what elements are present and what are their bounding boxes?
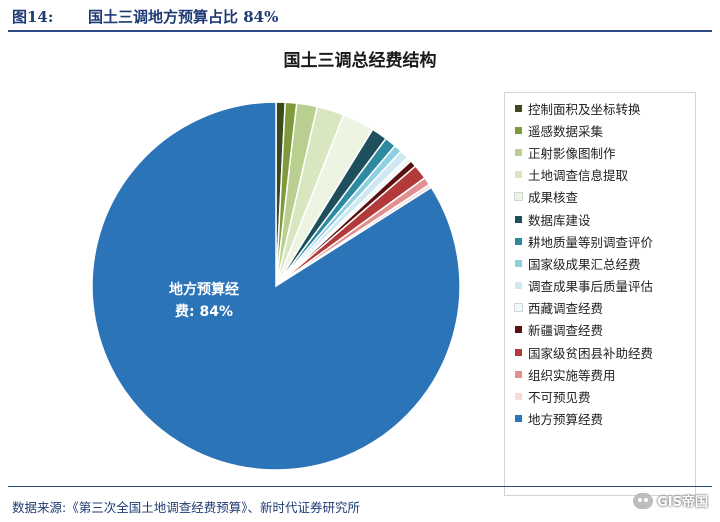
legend-item: 西藏调查经费: [505, 297, 695, 319]
legend-swatch: [515, 126, 522, 134]
legend-label: 控制面积及坐标转换: [528, 101, 641, 117]
pie-chart: 地方预算经费: 84%: [91, 101, 461, 471]
legend-item: 国家级成果汇总经费: [505, 252, 695, 274]
legend-item: 新疆调查经费: [505, 319, 695, 341]
legend-item: 数据库建设: [505, 208, 695, 230]
legend-item: 正射影像图制作: [505, 141, 695, 163]
legend-item: 遥感数据采集: [505, 119, 695, 141]
watermark-text: GIS帝国: [657, 495, 708, 510]
legend-swatch: [515, 215, 522, 223]
watermark: GIS帝国: [633, 491, 708, 510]
legend-label: 土地调查信息提取: [528, 168, 629, 184]
legend-label: 国家级贫困县补助经费: [528, 345, 654, 361]
legend-swatch: [515, 370, 522, 378]
legend-swatch: [515, 237, 522, 245]
legend-swatch: [514, 303, 523, 313]
chart-legend: 控制面积及坐标转换 遥感数据采集 正射影像图制作 土地调查信息提取 成果核查数据库建设耕…: [504, 92, 696, 496]
legend-swatch: [515, 348, 522, 356]
legend-swatch: [515, 282, 522, 290]
legend-label: 调查成果事后质量评估: [528, 279, 654, 295]
legend-item: 调查成果事后质量评估: [505, 275, 695, 297]
legend-label: 西藏调查经费: [528, 301, 604, 317]
legend-item: 国家级贫困县补助经费: [505, 341, 695, 363]
legend-label: 遥感数据采集: [528, 123, 604, 139]
legend-label: 组织实施等费用: [528, 367, 616, 383]
legend-item: 不可预见费: [505, 385, 695, 407]
legend-label: 耕地质量等别调查评价: [528, 234, 654, 250]
legend-item: 组织实施等费用: [505, 363, 695, 385]
legend-label: 正射影像图制作: [528, 145, 616, 161]
pie-slice-15: [91, 101, 461, 471]
slice-data-label-line-1: 地方预算经: [169, 281, 239, 298]
figure-number: 图14:: [12, 8, 54, 26]
legend-item: 控制面积及坐标转换: [505, 97, 695, 119]
legend-swatch: [515, 148, 522, 156]
chart-title: 国土三调总经费结构: [283, 51, 437, 71]
wechat-icon: [633, 492, 654, 509]
slice-data-label-line-2: 费: 84%: [175, 303, 233, 320]
legend-item: 成果核查: [505, 186, 695, 208]
legend-swatch: [514, 192, 523, 202]
legend-item: 地方预算经费: [505, 408, 695, 430]
source-note: 数据来源:《第三次全国土地调查经费预算》、新时代证券研究所: [12, 500, 360, 515]
legend-item: 土地调查信息提取: [505, 164, 695, 186]
chart-area: 地方预算经费: 84% 国土三调总经费结构 控制面积及坐标转换 遥感数据采集 正射影…: [8, 34, 712, 496]
legend-label: 国家级成果汇总经费: [528, 256, 641, 272]
legend-swatch: [515, 326, 522, 334]
figure-header: 图14: 国土三调地方预算占比 84%: [8, 2, 712, 32]
legend-label: 成果核查: [528, 190, 579, 206]
figure-footer: 数据来源:《第三次全国土地调查经费预算》、新时代证券研究所 GIS帝国: [8, 486, 712, 521]
legend-swatch: [515, 259, 522, 267]
figure-title: 国土三调地方预算占比 84%: [88, 8, 279, 26]
legend-label: 新疆调查经费: [528, 323, 604, 339]
legend-label: 不可预见费: [528, 390, 591, 406]
legend-swatch: [515, 171, 522, 179]
legend-label: 数据库建设: [528, 212, 591, 228]
legend-swatch: [515, 415, 522, 423]
legend-swatch: [515, 104, 522, 112]
legend-item: 耕地质量等别调查评价: [505, 230, 695, 252]
legend-label: 地方预算经费: [528, 412, 604, 428]
legend-swatch: [515, 393, 522, 401]
